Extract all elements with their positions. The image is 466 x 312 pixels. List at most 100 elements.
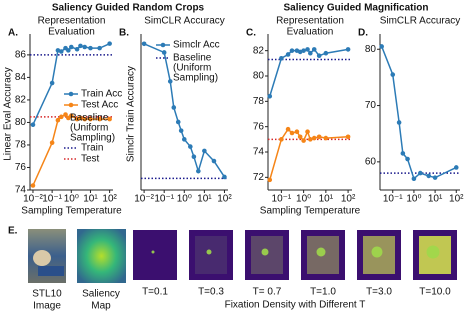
series-line [269,128,349,181]
point [426,173,432,179]
chart-title: Representation [38,16,106,27]
y-axis-label: Linear Eval Accuracy [3,67,14,160]
density-spot [426,245,440,259]
panel-label: A. [8,28,18,39]
point [405,156,410,162]
point [285,52,291,57]
point [289,48,295,53]
x-tick-label: 10⁻¹ [42,194,62,205]
point [400,151,406,156]
density-spot [316,247,326,257]
point [68,113,74,118]
y-tick-label: 74 [253,147,265,158]
temperature-label: T=10.0 [419,287,451,298]
panel-e-images [28,229,126,283]
point [432,175,438,180]
point [68,44,74,50]
legend-label: Train Acc [81,89,122,100]
x-tick-label: 10² [102,194,117,205]
y-tick-label: 80 [253,71,265,82]
point [49,80,55,86]
legend-title: Sampling) [70,133,115,144]
y-tick-label: 60 [365,156,377,167]
point [417,170,423,176]
temperature-label: T=0.3 [198,287,224,298]
point [411,176,417,182]
density-thumbnails [133,230,457,280]
legend-title: (Uniform [70,123,108,134]
legend-marker [160,42,166,48]
y-tick-label: 86 [15,50,27,61]
photo-detail [33,250,51,266]
panel-label: E. [8,226,18,237]
point [305,47,310,52]
density-region [195,236,227,274]
y-tick-label: 74 [15,185,27,196]
chart-title: Representation [276,16,344,27]
point [178,128,184,133]
point [74,46,80,52]
caption: STL10 [32,289,62,300]
legend-title: (Uniform [173,63,211,74]
x-tick-label: 10² [217,194,232,205]
legend-label: Simclr Acc [173,40,220,51]
y-tick-label: 76 [253,121,265,132]
x-axis-label: Sampling Temperature [21,206,122,217]
x-tick-label: 10² [341,194,356,205]
x-tick-label: 10¹ [319,194,334,205]
caption: Fixation Density with Different T [225,300,366,311]
point [175,119,181,125]
x-tick-label: 10⁰ [406,194,421,205]
point [196,168,201,174]
x-tick-label: 10⁻¹ [383,194,403,205]
point [301,138,306,143]
caption: Map [91,301,111,312]
point [279,55,284,61]
saliency-map [77,229,126,283]
y-tick-label: 78 [253,96,265,107]
point [63,112,68,117]
point [191,154,197,160]
temperature-label: T= 0.7 [253,287,282,298]
temperature-label: T=0.1 [142,287,168,298]
x-tick-label: 10² [449,194,464,205]
point [308,137,313,142]
point [279,137,284,142]
y-tick-label: 78 [15,140,27,151]
point [30,183,36,188]
point [171,105,177,110]
x-tick-label: 10¹ [83,194,98,205]
y-tick-label: 76 [15,162,27,173]
x-tick-label: 10⁰ [296,194,311,205]
legend-title: Baseline [173,53,212,64]
point [316,134,322,140]
x-tick-label: 10⁻² [23,194,43,205]
point [188,144,193,149]
density-spot [151,250,155,254]
point [97,45,102,51]
density-map [189,230,233,280]
point [202,148,207,154]
point [88,45,93,51]
temperature-label: T=3.0 [366,287,392,298]
y-tick-label: 84 [15,72,27,83]
point [396,120,402,125]
point [82,116,87,122]
x-tick-label: 10⁻¹ [272,194,292,205]
y-tick-label: 82 [15,95,27,106]
point [316,53,322,59]
legend-marker [68,91,74,97]
legend-title: Baseline [70,113,109,124]
point [345,134,351,140]
caption: Saliency [82,289,120,300]
point [141,41,147,47]
x-tick-label: 10⁻¹ [154,194,174,205]
point [107,116,112,122]
y-tick-label: 80 [15,117,27,128]
x-tick-label: 10⁻² [134,194,154,205]
point [222,174,227,180]
point [308,50,313,56]
point [30,122,36,127]
x-axis-label: Sampling Temperature [260,206,361,217]
